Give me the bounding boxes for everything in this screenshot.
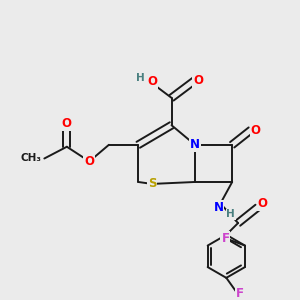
Text: N: N <box>214 201 224 214</box>
Text: S: S <box>148 177 156 190</box>
Text: F: F <box>236 287 244 300</box>
Text: F: F <box>221 232 230 245</box>
Text: O: O <box>257 197 268 210</box>
Text: O: O <box>147 75 157 88</box>
Text: O: O <box>84 155 94 168</box>
Text: O: O <box>193 74 203 87</box>
Text: H: H <box>136 73 145 83</box>
Text: CH₃: CH₃ <box>20 154 41 164</box>
Text: O: O <box>62 117 72 130</box>
Text: N: N <box>190 138 200 151</box>
Text: H: H <box>226 209 235 219</box>
Text: O: O <box>251 124 261 136</box>
